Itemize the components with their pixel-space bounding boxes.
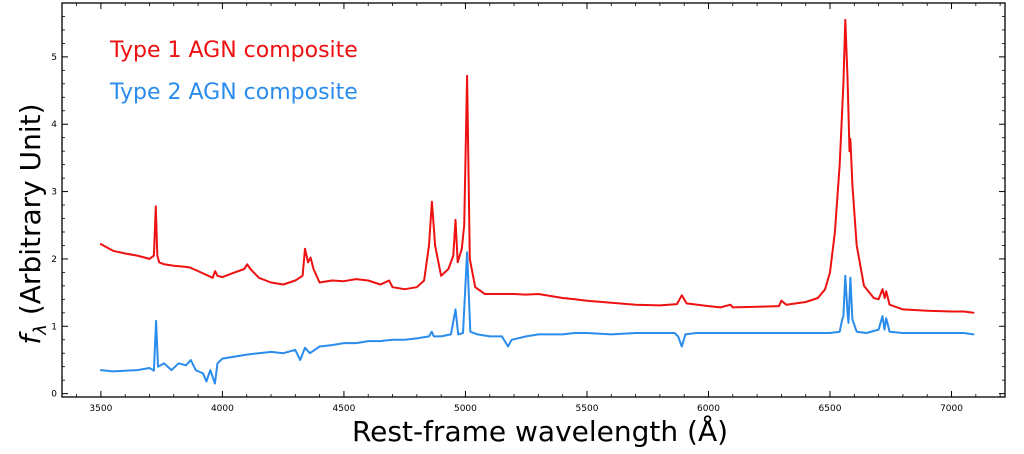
y-axis-label-subscript: λ [30,324,51,336]
y-tick-label: 0 [51,390,57,400]
x-tick-label: 5500 [576,404,599,414]
x-tick-label: 3500 [89,404,112,414]
y-tick-label: 4 [51,120,57,130]
x-tick-label: 6000 [697,404,720,414]
y-axis-label-rest: (Arbitrary Unit) [14,103,47,324]
y-tick-label: 1 [51,322,57,332]
axes: 3500 4000 4500 5000 5500 6000 6500 7000 0 1 2 3 4 5 [51,2,1006,414]
y-axis-label: fλ (Arbitrary Unit) [14,103,51,344]
y-tick-label: 5 [51,53,57,63]
legend-entry-type1: Type 1 AGN composite [109,38,358,63]
x-tick-label: 4000 [211,404,234,414]
x-tick-label: 6500 [819,404,842,414]
plot-frame [61,2,1006,398]
x-axis-label: Rest-frame wavelength (Å) [352,414,728,448]
x-tick-label: 5000 [454,404,477,414]
legend: Type 1 AGN composite Type 2 AGN composit… [109,38,358,105]
x-tick-label: 4500 [332,404,355,414]
y-tick-label: 3 [51,188,57,198]
series-line-1 [99,18,975,314]
y-tick-label: 2 [51,255,57,265]
series-lines [99,18,975,385]
x-tick-label: 7000 [940,404,963,414]
series-line-2 [99,251,975,385]
legend-entry-type2: Type 2 AGN composite [109,80,358,105]
